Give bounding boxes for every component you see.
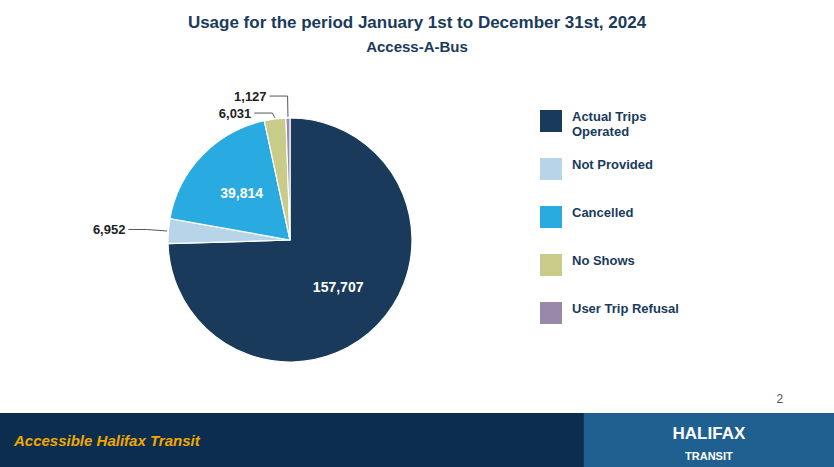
leader-line <box>128 229 167 231</box>
footer: Accessible Halifax Transit HALIFAX TRANSIT <box>0 413 834 467</box>
data-label: 1,127 <box>234 89 267 104</box>
chart: Usage for the period January 1st to Dece… <box>0 0 834 467</box>
legend-item: Actual TripsOperated <box>540 109 646 139</box>
legend-swatch <box>540 110 562 132</box>
data-labels: 157,707 39,814 6,952 6,031 1,127 <box>93 89 364 295</box>
footer-text: Accessible Halifax Transit <box>13 432 201 449</box>
title: Usage for the period January 1st to Dece… <box>188 13 647 32</box>
legend: Actual TripsOperated Not Provided Cancelle… <box>540 109 679 325</box>
legend-swatch <box>540 158 562 180</box>
legend-item: Cancelled <box>540 205 633 229</box>
legend-label: Not Provided <box>572 157 653 172</box>
legend-item: Not Provided <box>540 157 653 181</box>
leader-line <box>254 113 275 118</box>
data-label: 6,952 <box>93 222 126 237</box>
legend-label: No Shows <box>572 253 635 268</box>
legend-swatch <box>540 254 562 276</box>
footer-bar <box>0 413 834 467</box>
logo-subtext: TRANSIT <box>685 450 733 462</box>
pie <box>168 118 412 362</box>
data-label: 6,031 <box>219 106 252 121</box>
legend-label: Cancelled <box>572 205 633 220</box>
legend-label: Actual TripsOperated <box>572 109 646 139</box>
page-number: 2 <box>776 392 783 406</box>
pie-slice <box>168 118 412 362</box>
logo-box <box>584 413 834 467</box>
pie-slice <box>264 118 290 240</box>
legend-swatch <box>540 206 562 228</box>
subtitle: Access-A-Bus <box>366 38 468 55</box>
data-label: 39,814 <box>220 185 263 201</box>
legend-item: No Shows <box>540 253 635 277</box>
leader-line <box>270 96 288 117</box>
legend-swatch <box>540 302 562 324</box>
pie-slice <box>286 118 290 240</box>
legend-item: User Trip Refusal <box>540 301 679 325</box>
legend-label: User Trip Refusal <box>572 301 679 316</box>
data-label: 157,707 <box>313 279 364 295</box>
logo-text: HALIFAX <box>673 424 746 443</box>
